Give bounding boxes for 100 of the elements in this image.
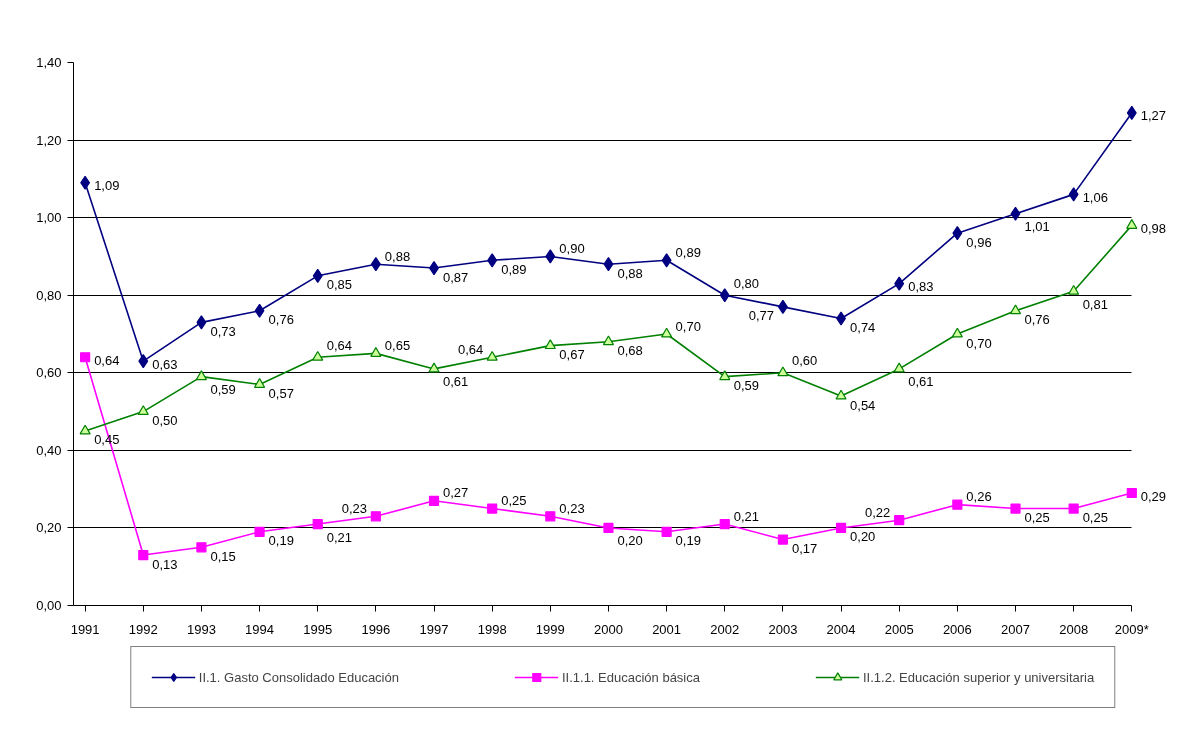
data-label: 0,76 xyxy=(268,312,294,328)
x-tick-label: 2000 xyxy=(594,621,623,637)
x-tick-label: 1994 xyxy=(245,621,275,637)
point xyxy=(80,175,91,190)
x-tick-label: 2006 xyxy=(942,621,972,637)
data-label: 0,67 xyxy=(559,347,585,363)
data-label: 0,21 xyxy=(326,529,353,545)
x-tick-label: 1995 xyxy=(303,621,333,637)
data-label: 0,81 xyxy=(1082,296,1108,312)
point xyxy=(137,405,149,416)
x-tick-label: 1993 xyxy=(186,621,216,637)
point xyxy=(486,350,498,361)
x-tick-label: 1998 xyxy=(477,621,507,637)
point xyxy=(603,522,614,534)
point xyxy=(893,362,905,373)
data-label: 0,63 xyxy=(152,356,178,372)
x-tick-label: 2001 xyxy=(652,621,682,637)
x-tick-label: 2005 xyxy=(884,621,914,637)
point xyxy=(1068,503,1079,514)
data-label: 0,23 xyxy=(341,500,367,516)
y-tick-label: 1,00 xyxy=(36,210,62,226)
legend-label: II.1. Gasto Consolidado Educación xyxy=(198,669,399,685)
data-label: 0,89 xyxy=(675,244,701,260)
data-label: 0,20 xyxy=(617,533,643,549)
point xyxy=(602,335,615,346)
point xyxy=(138,354,149,369)
point xyxy=(428,362,440,373)
x-tick-label: 1997 xyxy=(419,621,449,637)
x-tick-label: 1992 xyxy=(128,621,158,637)
data-label: 0,50 xyxy=(152,413,178,429)
y-tick-label: 0,20 xyxy=(36,520,62,536)
data-label: 0,19 xyxy=(268,533,294,549)
point xyxy=(195,370,208,381)
y-tick-label: 0,60 xyxy=(36,365,62,381)
point xyxy=(196,542,207,553)
data-label: 0,73 xyxy=(210,323,236,339)
data-label: 0,83 xyxy=(908,279,934,295)
point xyxy=(254,303,265,318)
point xyxy=(544,339,556,350)
data-label: 1,09 xyxy=(94,178,120,194)
data-label: 0,22 xyxy=(865,504,891,520)
point xyxy=(196,315,207,330)
data-label: 0,17 xyxy=(791,541,818,557)
legend-label: II.1.2. Educación superior y universitaria xyxy=(862,669,1095,685)
point xyxy=(545,249,556,264)
point xyxy=(1126,219,1138,229)
point xyxy=(661,253,672,268)
point xyxy=(138,549,149,561)
point xyxy=(894,515,905,526)
point xyxy=(952,226,963,241)
data-label: 0,54 xyxy=(850,397,876,413)
data-label: 0,76 xyxy=(1024,312,1050,328)
point xyxy=(719,288,730,303)
point xyxy=(545,511,556,522)
point xyxy=(777,299,788,314)
legend-label: II.1.1. Educación básica xyxy=(561,669,700,685)
data-label: 1,06 xyxy=(1082,189,1108,205)
point xyxy=(80,352,91,363)
point xyxy=(1009,304,1022,315)
point xyxy=(661,526,672,537)
point xyxy=(487,503,498,514)
point xyxy=(777,534,789,545)
data-label: 0,98 xyxy=(1140,220,1167,236)
data-label: 0,64 xyxy=(326,337,353,353)
data-label: 0,89 xyxy=(501,261,527,277)
point xyxy=(370,257,381,272)
data-label: 0,96 xyxy=(966,234,992,250)
x-tick-label: 2009* xyxy=(1114,621,1149,637)
point xyxy=(951,327,963,338)
data-label: 0,61 xyxy=(908,374,934,390)
point xyxy=(312,350,324,361)
y-tick-label: 0,40 xyxy=(36,442,62,458)
data-label: 0,26 xyxy=(966,489,992,505)
x-tick-label: 2007 xyxy=(1001,621,1030,637)
data-label: 0,25 xyxy=(1082,510,1108,526)
data-label: 0,23 xyxy=(559,500,585,516)
data-label: 0,65 xyxy=(384,337,411,353)
data-label: 0,70 xyxy=(966,335,992,351)
data-label: 0,20 xyxy=(850,529,876,545)
y-tick-label: 1,20 xyxy=(36,132,62,148)
point xyxy=(777,366,789,377)
data-label: 0,57 xyxy=(268,385,294,401)
y-tick-label: 1,40 xyxy=(36,55,62,70)
data-label: 0,85 xyxy=(326,277,353,293)
point xyxy=(661,327,673,338)
data-label: 0,80 xyxy=(733,275,760,291)
point xyxy=(487,253,498,268)
x-tick-label: 2008 xyxy=(1059,621,1089,637)
x-tick-label: 2003 xyxy=(768,621,798,637)
point xyxy=(370,347,382,357)
data-label: 0,68 xyxy=(617,343,643,359)
point xyxy=(1010,503,1021,514)
data-label: 0,87 xyxy=(443,269,469,285)
x-tick-label: 1996 xyxy=(361,621,391,637)
data-label: 0,74 xyxy=(850,319,876,335)
data-label: 0,64 xyxy=(94,352,120,368)
data-label: 0,61 xyxy=(443,374,469,390)
point xyxy=(952,499,963,510)
point xyxy=(835,389,847,400)
x-tick-label: 1991 xyxy=(70,621,100,637)
